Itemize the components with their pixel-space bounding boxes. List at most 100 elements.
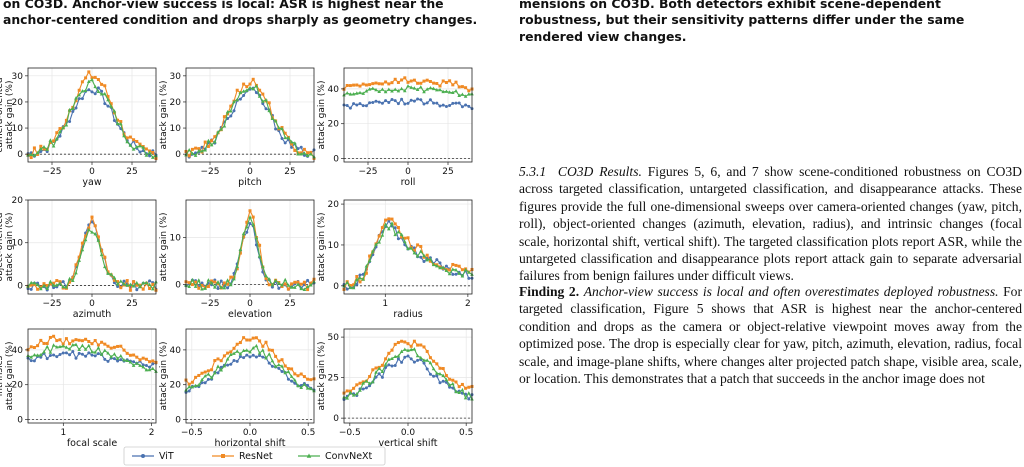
data-point	[96, 345, 101, 350]
y-tick-label: 0	[17, 150, 23, 160]
data-point	[48, 353, 52, 357]
y-axis-label: attack gain (%)	[5, 342, 15, 411]
subplot-yaw: −25 0 25 0 10 20 30 yaw camera-oriented attack ga…	[0, 67, 158, 188]
data-point	[416, 343, 420, 347]
data-point	[302, 147, 306, 151]
subplot-vertical-shift: −0.5 0.0 0.5 0 25 50 vertical shift attack gain…	[317, 328, 474, 449]
data-point	[444, 89, 449, 93]
data-point	[39, 338, 43, 342]
data-point	[412, 347, 417, 351]
data-point	[135, 139, 139, 143]
y-tick-label: 10	[170, 124, 182, 134]
data-point	[451, 272, 455, 276]
data-point	[93, 350, 97, 354]
data-point	[380, 226, 384, 230]
data-point	[71, 339, 75, 343]
data-point	[144, 153, 149, 157]
data-point	[371, 379, 375, 384]
data-point	[438, 87, 442, 92]
data-point	[296, 280, 300, 284]
data-point	[412, 86, 417, 90]
data-point	[454, 263, 458, 267]
data-point	[306, 288, 310, 292]
data-point	[35, 282, 40, 287]
data-point	[460, 85, 464, 89]
data-point	[103, 264, 107, 269]
data-point	[286, 377, 290, 381]
data-point	[251, 86, 255, 91]
data-point	[419, 255, 423, 259]
data-point	[125, 139, 129, 144]
data-point	[245, 338, 249, 342]
data-point	[138, 358, 142, 362]
data-point	[367, 258, 372, 262]
data-point	[387, 82, 391, 86]
y-tick-label: 0	[333, 155, 339, 165]
data-point	[290, 379, 294, 383]
data-point	[377, 234, 381, 238]
data-point	[422, 345, 426, 349]
data-point	[306, 151, 310, 155]
data-point	[52, 139, 56, 143]
data-point	[80, 247, 85, 252]
data-point	[277, 359, 281, 363]
data-point	[48, 350, 53, 354]
data-point	[393, 226, 397, 230]
data-point	[396, 237, 400, 241]
y-axis-label: attack gain (%)	[159, 213, 169, 282]
data-point	[277, 286, 281, 290]
data-point	[238, 341, 242, 345]
data-point	[306, 383, 310, 387]
y-tick-label: 10	[12, 239, 24, 249]
data-point	[345, 287, 349, 291]
data-point	[251, 77, 255, 81]
data-point	[245, 220, 249, 224]
data-point	[119, 279, 123, 283]
data-point	[419, 245, 423, 249]
x-axis-label: elevation	[228, 309, 272, 320]
data-point	[213, 135, 217, 139]
data-point	[387, 357, 391, 361]
data-point	[61, 342, 65, 346]
data-point	[451, 378, 455, 382]
y-tick-label: 30	[12, 72, 24, 82]
data-point	[39, 146, 43, 151]
data-point	[248, 85, 252, 90]
data-point	[238, 355, 242, 359]
data-point	[451, 262, 455, 266]
data-point	[454, 272, 458, 276]
data-point	[241, 89, 246, 93]
legend-marker	[141, 454, 145, 458]
data-point	[374, 81, 378, 85]
data-point	[428, 79, 432, 83]
data-point	[416, 97, 420, 101]
data-point	[425, 367, 429, 371]
data-point	[352, 83, 356, 87]
data-point	[257, 94, 262, 98]
data-point	[267, 108, 271, 113]
data-point	[235, 267, 239, 271]
data-point	[371, 368, 375, 372]
data-point	[109, 102, 113, 106]
data-point	[383, 222, 388, 226]
data-point	[67, 107, 72, 112]
data-point	[412, 339, 416, 343]
data-point	[74, 356, 78, 360]
data-point	[128, 288, 132, 292]
data-point	[464, 386, 468, 390]
data-point	[425, 349, 429, 353]
data-point	[296, 383, 300, 388]
data-point	[229, 104, 233, 108]
data-point	[190, 380, 194, 384]
data-point	[87, 351, 91, 355]
data-point	[305, 284, 310, 289]
data-point	[229, 352, 233, 357]
data-point	[270, 348, 274, 352]
data-point	[345, 396, 349, 400]
data-point	[32, 352, 37, 357]
data-point	[457, 390, 461, 394]
data-point	[409, 79, 413, 83]
data-point	[55, 339, 59, 343]
data-point	[393, 87, 397, 91]
data-point	[77, 92, 81, 97]
